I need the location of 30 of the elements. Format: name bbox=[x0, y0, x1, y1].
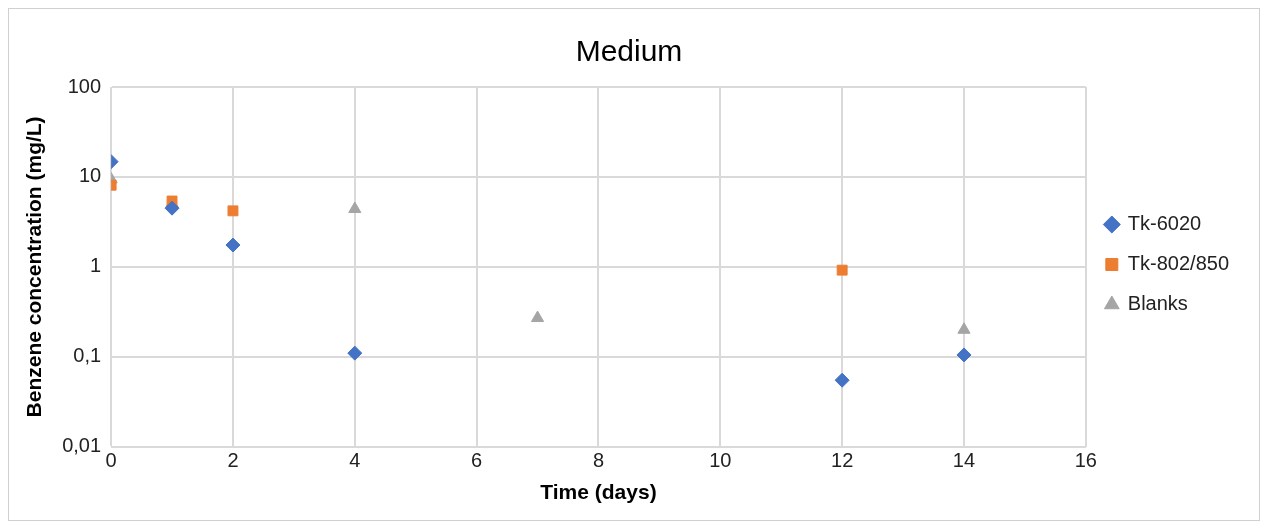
x-tick-label: 8 bbox=[592, 449, 605, 472]
legend-label: Tk-6020 bbox=[1127, 212, 1202, 235]
y-tick-label: 0,01 bbox=[62, 434, 102, 457]
point bbox=[227, 205, 239, 217]
y-tick-label: 0,1 bbox=[73, 344, 102, 367]
point bbox=[348, 201, 362, 214]
point bbox=[956, 347, 972, 363]
x-tick-label: 2 bbox=[227, 449, 239, 472]
point bbox=[834, 372, 850, 388]
point bbox=[347, 345, 363, 361]
x-axis-title: Time (days) bbox=[540, 480, 657, 504]
point bbox=[225, 237, 241, 253]
y-tick-label: 10 bbox=[78, 164, 102, 187]
x-tick-label: 12 bbox=[831, 449, 854, 472]
point bbox=[164, 200, 180, 216]
point bbox=[836, 264, 848, 276]
y-tick-label: 100 bbox=[67, 74, 102, 97]
x-tick-label: 4 bbox=[349, 449, 361, 472]
x-tick-label: 0 bbox=[105, 449, 117, 472]
y-axis-title: Benzene concentration (mg/L) bbox=[22, 116, 46, 418]
legend-label: Blanks bbox=[1127, 292, 1188, 315]
x-tick-label: 6 bbox=[471, 449, 483, 472]
x-tick-label: 16 bbox=[1074, 449, 1097, 472]
x-tick-label: 14 bbox=[952, 449, 976, 472]
point bbox=[957, 322, 971, 334]
y-tick-label: 1 bbox=[90, 254, 102, 277]
legend-label: Tk-802/850 bbox=[1127, 252, 1229, 275]
x-tick-label: 10 bbox=[709, 449, 732, 472]
point bbox=[531, 310, 545, 323]
chart-title: Medium bbox=[575, 34, 683, 68]
